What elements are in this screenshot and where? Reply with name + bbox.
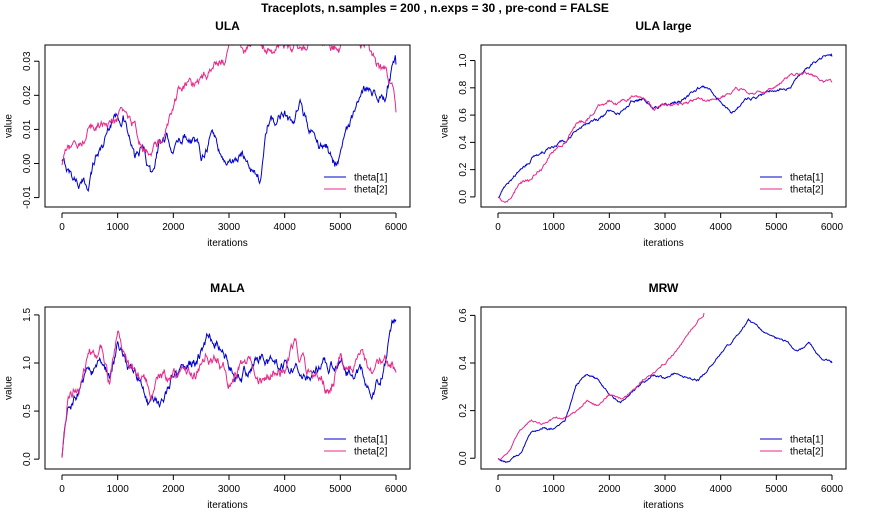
y-tick-label: 0.6 [458,108,469,122]
y-tick-label: 0.00 [22,153,33,173]
x-tick-label: 3000 [218,222,241,233]
x-axis-label: iterations [207,238,248,249]
x-tick-label: 0 [59,222,65,233]
series-lines [497,312,833,464]
y-tick-label: 0.0 [458,190,469,204]
x-tick-label: 1000 [107,484,130,495]
x-axis-label: iterations [643,238,684,249]
panel-mala: MALA 0 1000 2000 3000 4000 5000 6000 iterations 0… [4,281,411,511]
legend-label-2: theta[2] [790,447,824,458]
x-tick-label: 4000 [274,484,297,495]
y-tick-label: 0.0 [22,452,33,466]
y-tick-label: 0.2 [458,403,469,417]
x-axis-label: iterations [643,500,684,511]
x-tick-label: 4000 [274,222,297,233]
y-axis: -0.01 0.00 0.01 0.02 0.03 [22,51,40,209]
y-tick-label: 0.03 [22,51,33,71]
figure-title: Traceplots, n.samples = 200 , n.exps = 3… [261,1,609,15]
x-tick-label: 0 [495,222,501,233]
y-axis-label: value [4,114,15,138]
x-tick-label: 3000 [654,222,677,233]
y-tick-label: 1.5 [22,308,33,322]
x-tick-label: 1000 [543,484,566,495]
series-line-1 [497,318,833,464]
series-line-1 [61,318,397,457]
legend-label-2: theta[2] [354,185,388,196]
legend: theta[1]theta[2] [754,167,842,199]
series-lines [61,318,397,458]
x-tick-label: 6000 [385,222,408,233]
y-axis-label: value [440,376,451,400]
x-tick-label: 3000 [654,484,677,495]
panel-ula: ULA 0 1000 2000 3000 4000 5000 6000 iterations -0… [4,19,411,249]
series-line-2 [61,330,397,458]
y-axis: 0.0 0.2 0.4 0.6 0.8 1.0 [458,53,476,204]
y-axis: 0.0 0.5 1.0 1.5 [22,308,40,466]
legend: theta[1]theta[2] [318,167,406,199]
plot-frame [480,44,847,208]
x-tick-label: 1000 [543,222,566,233]
legend-label-1: theta[1] [790,435,824,446]
panel-title: ULA [215,19,240,33]
panel-title: MALA [210,281,245,295]
y-tick-label: 0.5 [22,404,33,418]
y-tick-label: 0.01 [22,119,33,139]
plot-frame [44,306,411,470]
x-axis: 0 1000 2000 3000 4000 5000 6000 [59,212,408,233]
x-tick-label: 6000 [821,222,844,233]
x-axis-label: iterations [207,500,248,511]
x-tick-label: 2000 [598,484,621,495]
series-line-2 [61,45,397,166]
y-tick-label: 1.0 [22,356,33,370]
panel-title: ULA large [635,19,692,33]
legend: theta[1]theta[2] [754,429,842,461]
x-axis: 0 1000 2000 3000 4000 5000 6000 [495,474,844,495]
x-tick-label: 2000 [598,222,621,233]
legend-label-2: theta[2] [354,447,388,458]
legend-label-1: theta[1] [354,435,388,446]
x-tick-label: 2000 [162,222,185,233]
plot-frame [44,44,411,208]
x-tick-label: 6000 [385,484,408,495]
y-tick-label: 0.02 [22,85,33,105]
y-axis-label: value [4,376,15,400]
y-tick-label: 0.6 [458,308,469,322]
y-tick-label: 1.0 [458,53,469,67]
y-tick-label: 0.4 [458,135,469,149]
x-tick-label: 5000 [329,222,352,233]
x-tick-label: 5000 [329,484,352,495]
plot-frame [480,306,847,470]
panel-title: MRW [649,281,679,295]
series-lines [497,53,833,203]
panel-mrw: MRW 0 1000 2000 3000 4000 5000 6000 iterations 0.… [440,281,847,511]
x-tick-label: 4000 [710,222,733,233]
x-tick-label: 6000 [821,484,844,495]
x-tick-label: 5000 [765,484,788,495]
y-tick-label: 0.2 [458,162,469,176]
y-tick-label: 0.4 [458,356,469,370]
x-tick-label: 5000 [765,222,788,233]
x-tick-label: 4000 [710,484,733,495]
legend: theta[1]theta[2] [318,429,406,461]
legend-label-2: theta[2] [790,185,824,196]
x-tick-label: 1000 [107,222,130,233]
y-tick-label: 0.0 [458,451,469,465]
x-tick-label: 0 [495,484,501,495]
y-tick-label: -0.01 [22,186,33,209]
x-axis: 0 1000 2000 3000 4000 5000 6000 [59,474,408,495]
legend-label-1: theta[1] [354,173,388,184]
series-lines [61,45,397,193]
x-axis: 0 1000 2000 3000 4000 5000 6000 [495,212,844,233]
series-line-2 [497,71,833,203]
x-tick-label: 2000 [162,484,185,495]
x-tick-label: 0 [59,484,65,495]
y-axis-label: value [440,114,451,138]
y-axis: 0.0 0.2 0.4 0.6 [458,308,476,465]
series-line-2 [497,312,705,461]
panel-ula-large: ULA large 0 1000 2000 3000 4000 5000 6000 iterat… [440,19,847,249]
y-tick-label: 0.8 [458,80,469,94]
x-tick-label: 3000 [218,484,241,495]
legend-label-1: theta[1] [790,173,824,184]
